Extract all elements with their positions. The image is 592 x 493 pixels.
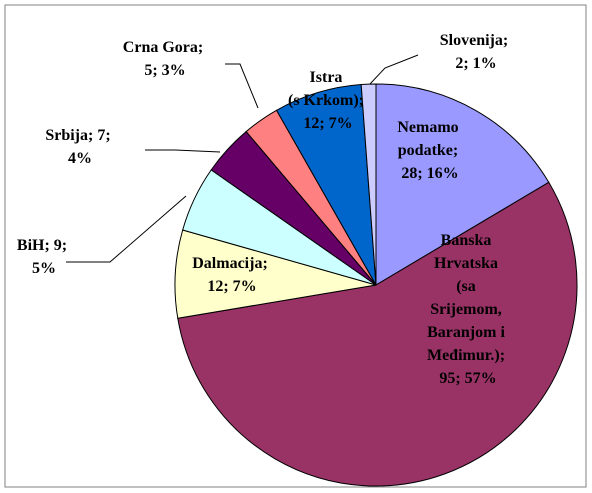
label-line: Srbija; 7; [45, 127, 114, 144]
label-line: 12; 7% [207, 278, 256, 295]
data-label: Nemamo podatke; 28; 16% [397, 119, 462, 182]
label-line: 28; 16% [401, 165, 458, 182]
label-line: Istra [310, 69, 347, 86]
label-line: Nemamo [397, 119, 462, 136]
data-label: Crna Gora; 5; 3% [123, 39, 207, 79]
data-label: Srbija; 7; 4% [45, 127, 114, 167]
pie-slice [360, 83, 377, 286]
pie-slice [177, 181, 578, 487]
label-line: BiH; 9; [17, 237, 71, 254]
label-line: (sa [456, 278, 480, 295]
label-line: 5; 3% [144, 62, 185, 79]
label-line: 4% [68, 150, 92, 167]
label-line: 5% [32, 260, 56, 277]
label-line: Međimur.); [427, 347, 509, 364]
label-line: 95; 57% [439, 370, 496, 387]
data-label: Dalmacija; 12; 7% [192, 255, 272, 295]
leader-line [369, 54, 419, 85]
pie-slice [375, 83, 550, 286]
label-line: Dalmacija; [192, 255, 272, 272]
data-label: Slovenija; 2; 1% [440, 32, 512, 72]
leader-line [145, 149, 221, 153]
label-line: (s Krkom); [288, 92, 368, 109]
data-label: Istra (s Krkom); 12; 7% [288, 69, 368, 132]
data-label: Banska Hrvatska (sa Srijemom, Baranjom i… [427, 232, 509, 387]
label-line: 12; 7% [303, 115, 352, 132]
data-label: BiH; 9; 5% [17, 237, 71, 277]
label-line: Banska [441, 232, 496, 249]
label-line: 2; 1% [455, 55, 496, 72]
label-line: Baranjom i [427, 324, 509, 341]
leader-line [66, 195, 187, 263]
label-line: Hrvatska [434, 255, 502, 272]
label-line: Slovenija; [440, 32, 512, 49]
leader-line [225, 63, 259, 109]
label-line: Crna Gora; [123, 39, 207, 56]
label-line: podatke; [398, 142, 462, 159]
label-line: Srijemom, [430, 301, 506, 318]
